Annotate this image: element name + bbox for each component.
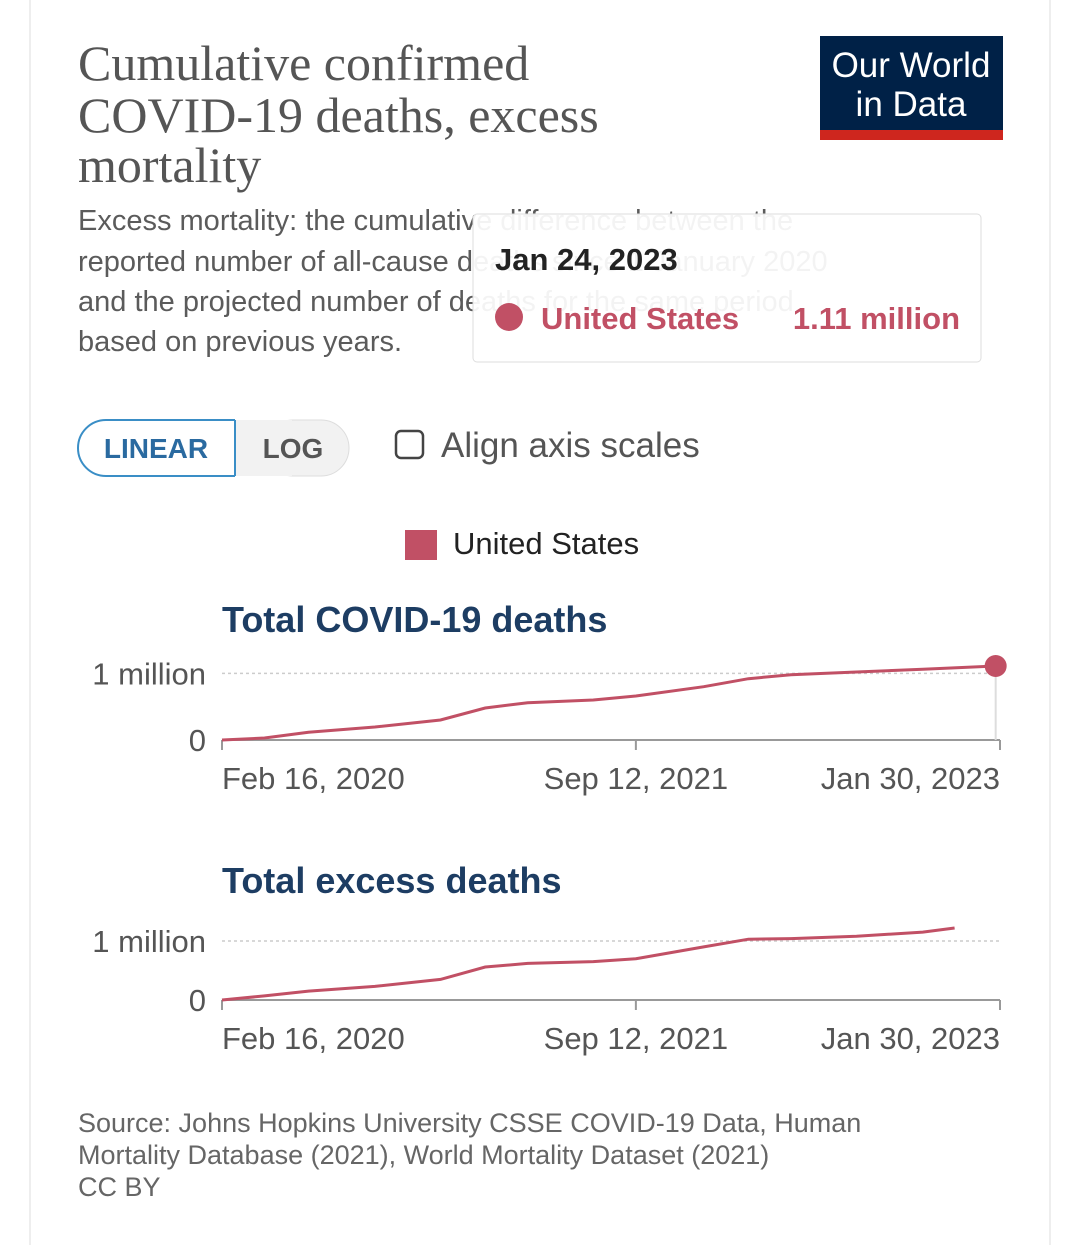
- tooltip-box: [472, 213, 982, 363]
- source-line: CC BY: [78, 1172, 161, 1202]
- y-tick-label: 1 million: [92, 924, 206, 959]
- scale-toggle: LINEAR LOG: [77, 419, 350, 477]
- subtitle-line: based on previous years.: [78, 326, 402, 358]
- source-line: Source: Johns Hopkins University CSSE CO…: [78, 1108, 861, 1138]
- title: Cumulative confirmed COVID-19 deaths, ex…: [78, 35, 599, 193]
- logo-bar: [820, 130, 1003, 140]
- source: Source: Johns Hopkins University CSSE CO…: [78, 1108, 861, 1202]
- logo-text: Our World: [832, 46, 991, 85]
- align-checkbox[interactable]: [394, 429, 425, 460]
- legend-swatch: [405, 530, 437, 560]
- y-tick-label: 1 million: [92, 656, 206, 691]
- chart-title: Total excess deaths: [222, 860, 562, 901]
- x-tick-label: Feb 16, 2020: [222, 761, 405, 796]
- legend-label: United States: [453, 526, 639, 561]
- y-tick-label: 0: [189, 723, 206, 758]
- x-tick-label: Feb 16, 2020: [222, 1021, 405, 1056]
- tooltip-series: United States: [541, 301, 739, 336]
- title-line: Cumulative confirmed: [78, 35, 529, 91]
- tooltip-date: Jan 24, 2023: [495, 242, 678, 277]
- tooltip-dot: [495, 303, 523, 331]
- x-tick-label: Jan 30, 2023: [821, 1021, 1000, 1056]
- line: [221, 664, 996, 742]
- hover-point: [984, 655, 1007, 677]
- source-line: Mortality Database (2021), World Mortali…: [78, 1140, 769, 1170]
- line: [221, 926, 955, 1002]
- title-line: mortality: [78, 137, 261, 193]
- linear-label[interactable]: LINEAR: [104, 433, 208, 464]
- log-label[interactable]: LOG: [263, 433, 324, 464]
- logo-box: [820, 36, 1003, 132]
- linear-button-fill: [180, 421, 235, 475]
- x-tick-label: Sep 12, 2021: [544, 1021, 728, 1056]
- tooltip: Jan 24, 2023 United States 1.11 million: [472, 213, 982, 363]
- tooltip-value: 1.11 million: [793, 301, 960, 336]
- logo-text: in Data: [856, 85, 967, 124]
- x-tick-label: Jan 30, 2023: [821, 761, 1000, 796]
- align-label[interactable]: Align axis scales: [441, 426, 700, 465]
- y-tick-label: 0: [189, 983, 206, 1018]
- chart-title: Total COVID-19 deaths: [222, 599, 607, 640]
- logo[interactable]: Our World in Data: [820, 36, 1003, 140]
- title-line: COVID-19 deaths, excess: [78, 87, 599, 143]
- x-tick-label: Sep 12, 2021: [544, 761, 728, 796]
